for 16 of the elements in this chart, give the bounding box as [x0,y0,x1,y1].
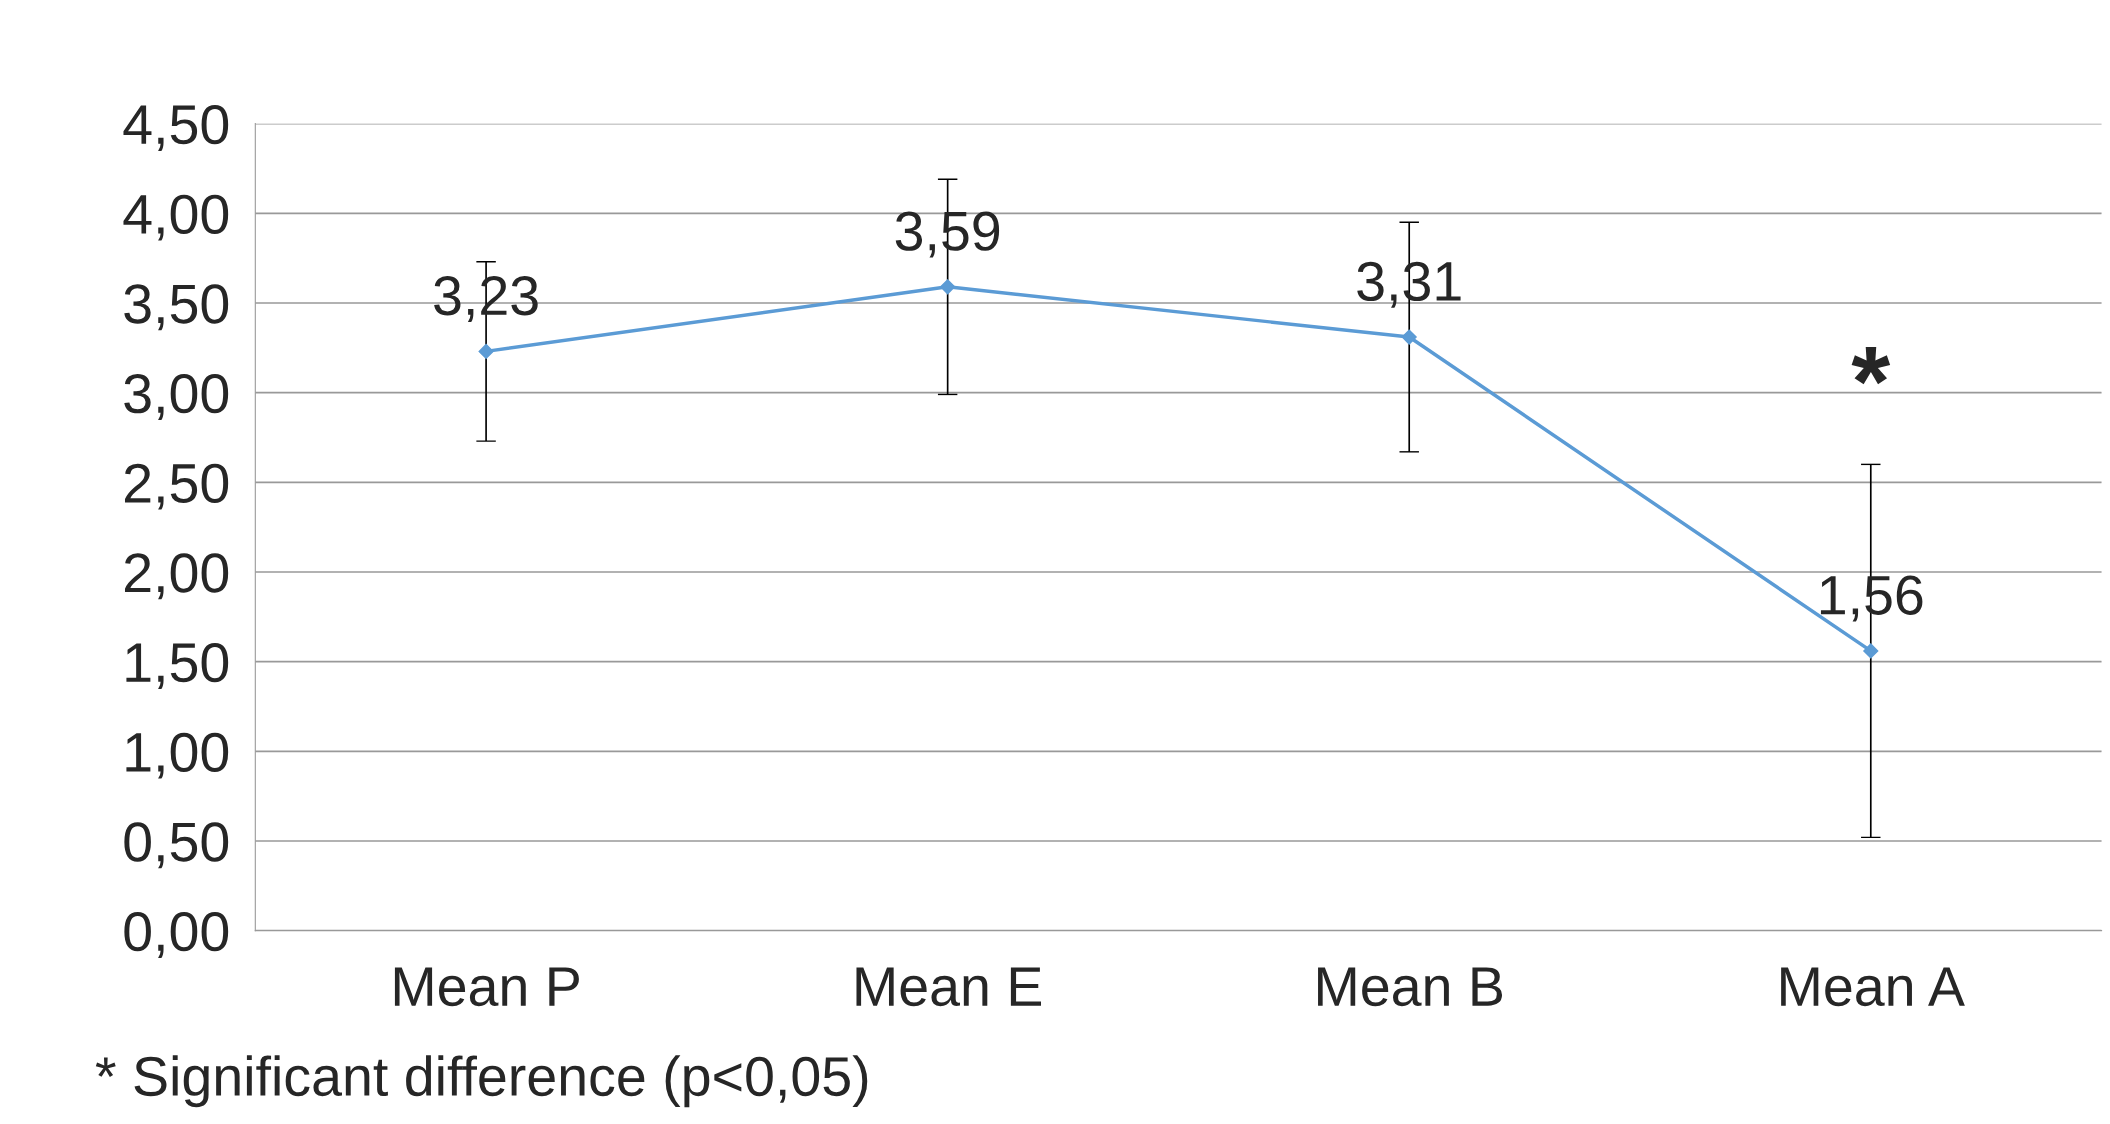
y-tick-label: 4,00 [123,194,229,241]
annotation: * [1851,347,1891,385]
y-tick-label: 3,50 [124,284,229,331]
x-tick-label: Mean B [1318,967,1503,1007]
y-tick-label: 4,50 [123,104,229,151]
x-tick-label: Mean E [856,967,1041,1007]
y-tick-label: 2,50 [124,463,229,510]
y-tick-label: 1,50 [126,643,229,689]
x-tick-label: Mean P [394,967,579,1007]
y-tick-label: 0,50 [124,822,229,869]
x-tick-label: Mean A [1781,967,1965,1007]
text: * Significant difference (p<0,05) [95,1055,868,1108]
y-tick-label: 3,00 [124,373,229,420]
y-tick-label: 1,00 [126,732,229,779]
y-tick-label: 0,00 [124,912,229,958]
y-tick-label: 2,00 [124,553,229,600]
